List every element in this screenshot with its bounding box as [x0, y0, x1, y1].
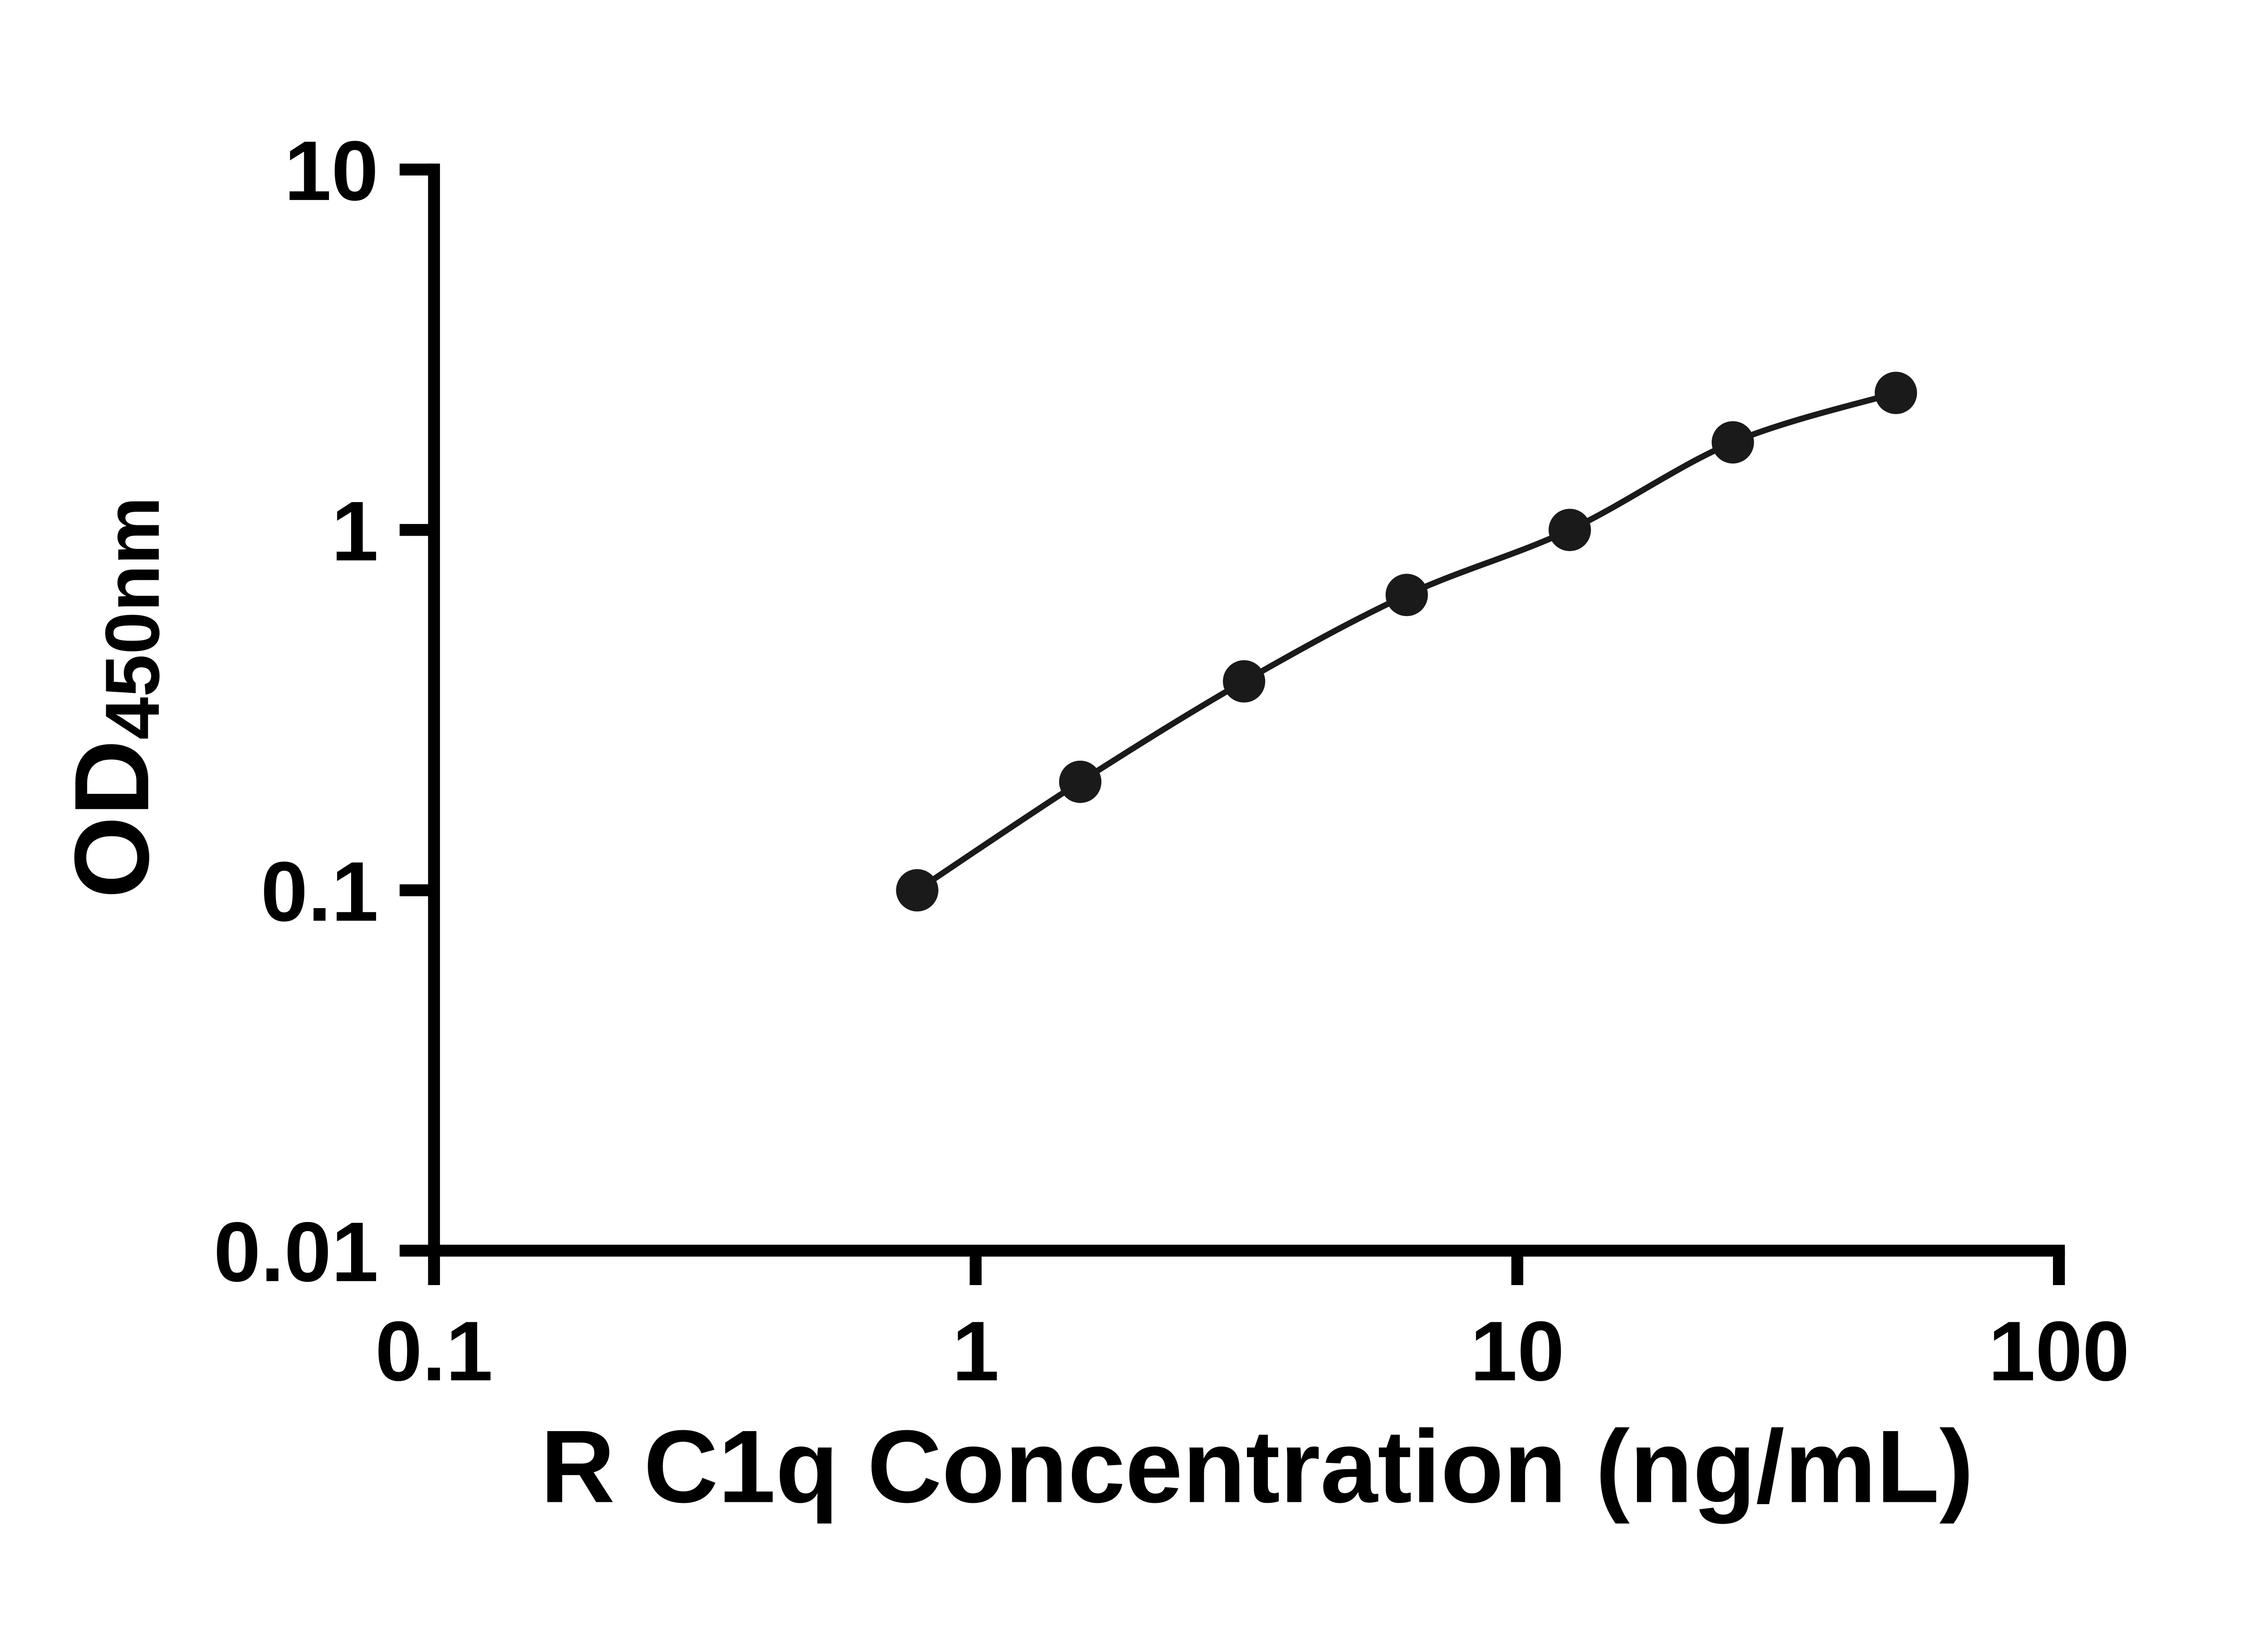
data-point-marker — [1874, 372, 1917, 414]
y-axis-title-main: OD — [53, 739, 171, 898]
standard-curve-line — [915, 390, 1897, 893]
y-tick-label: 10 — [284, 123, 379, 218]
data-point-marker — [1385, 573, 1428, 616]
data-point-marker — [1711, 421, 1754, 464]
x-tick-label: 100 — [1988, 1304, 2129, 1398]
x-axis-title: R C1q Concentration (ng/mL) — [540, 1409, 1974, 1524]
y-axis-title-subscript: 450nm — [89, 496, 175, 739]
x-tick-label: 1 — [952, 1304, 999, 1398]
data-point-marker — [1549, 508, 1591, 551]
data-point-marker — [1059, 760, 1102, 803]
y-tick-label: 0.1 — [261, 844, 379, 939]
y-tick-label: 1 — [331, 484, 378, 578]
data-point-marker — [896, 869, 938, 912]
y-axis-title: OD450nm — [53, 496, 175, 898]
x-tick-label: 10 — [1470, 1304, 1564, 1398]
axes-lines — [428, 163, 2065, 1257]
x-tick-label: 0.1 — [375, 1304, 493, 1398]
data-point-marker — [1222, 660, 1266, 703]
y-tick-label: 0.01 — [214, 1204, 378, 1299]
